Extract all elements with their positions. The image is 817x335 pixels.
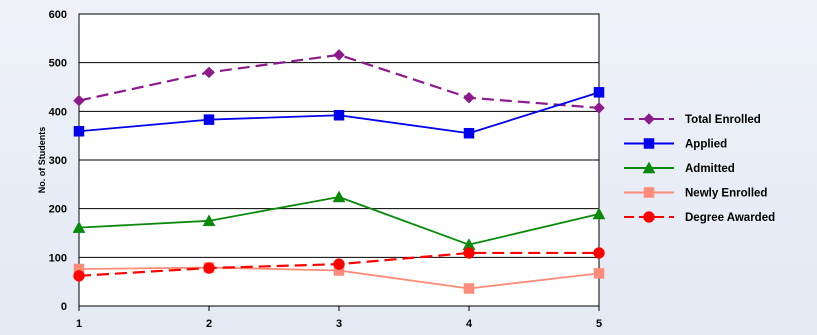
legend-entry: Newly Enrolled [624,187,767,200]
x-tick-label: 4 [466,318,473,330]
axis-layer: 0 100 200 300 400 500 600 1 2 3 4 5 [49,9,602,330]
data-point [203,66,215,79]
legend-label: Admitted [685,163,735,175]
x-tick-label: 5 [596,318,602,330]
data-point [592,207,606,220]
legend-marker [643,138,655,149]
data-point [463,91,475,104]
data-point [333,258,345,270]
data-point [73,126,85,137]
data-point [333,49,345,61]
series-admitted [72,190,606,250]
legend-label: Total Enrolled [685,114,761,126]
legend-marker [643,187,655,198]
series-layer [72,49,606,294]
legend-entry: Applied [624,138,727,151]
series-total-enrolled [73,49,605,114]
legend-label: Degree Awarded [685,212,775,224]
legend-entry: Degree Awarded [624,211,775,224]
legend-entry: Total Enrolled [624,113,761,126]
y-axis-title: No. of Students [37,127,47,194]
data-point [332,190,346,203]
data-point [593,268,605,279]
data-point [202,214,216,227]
data-point [72,221,86,233]
y-tick-label: 100 [49,252,67,264]
data-point [593,87,605,98]
legend-label: Newly Enrolled [685,188,767,200]
series-applied [73,87,605,139]
data-point [73,94,85,107]
legend-label: Applied [685,139,727,151]
data-point [73,270,85,282]
data-point [463,127,475,139]
y-tick-label: 0 [61,301,67,313]
y-tick-label: 500 [49,58,67,70]
legend-marker [643,113,655,125]
y-tick-label: 400 [49,106,67,118]
data-point [463,247,475,259]
y-tick-label: 300 [49,155,67,167]
series-degree-awarded [73,247,605,282]
data-point [333,109,345,121]
grid-layer [79,13,599,306]
data-point [593,247,605,259]
data-point [593,102,605,114]
y-tick-label: 200 [49,204,67,216]
x-tick-label: 3 [336,318,342,330]
legend-marker [643,211,655,223]
data-point [203,262,215,274]
data-point [463,283,475,294]
legend-marker [642,161,656,174]
y-tick-label: 600 [49,9,67,21]
x-tick-label: 1 [76,318,82,330]
data-point [203,114,215,125]
legend-entry: Admitted [624,161,735,175]
legend: Total Enrolled Applied Admitted Newly Enrol… [624,113,775,224]
x-tick-label: 2 [206,318,212,330]
